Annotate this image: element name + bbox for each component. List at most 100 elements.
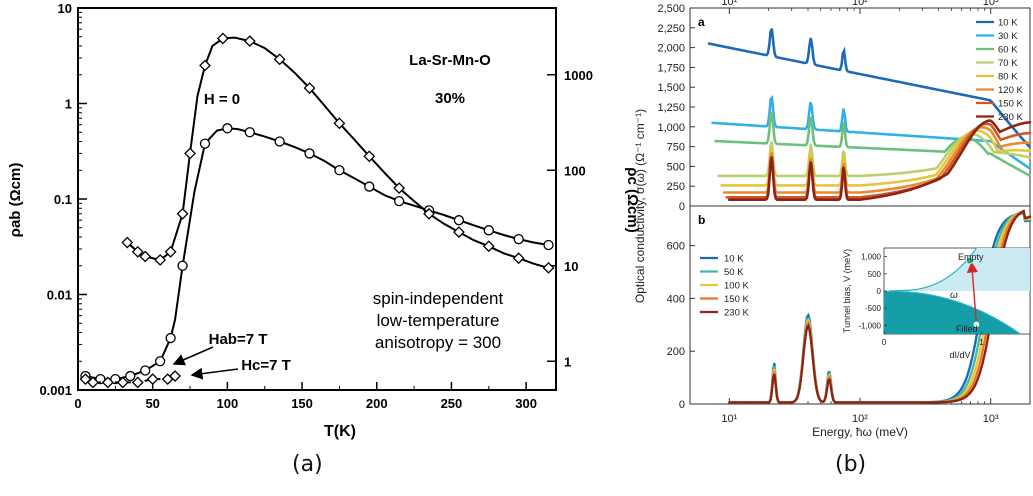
panel-b-bottom-y-tick-label: 400 [667, 293, 685, 305]
panel-b-top-y-tick-label: 250 [667, 181, 685, 193]
field-ab-label: Hab=7 T [209, 331, 268, 348]
panel-a-diamond-marker [303, 82, 316, 95]
panel-b-bottom-legend: 10 K 50 K 100 K 150 K 230 K [700, 254, 749, 319]
panel-a-x-tick-label: 0 [74, 396, 81, 411]
panel-b-top-legend-label: 230 K [998, 112, 1023, 123]
panel-a-diamond-marker [393, 182, 406, 195]
panel-a-y-right-tick-label: 1 [564, 354, 571, 369]
panel-a-diamond-marker [199, 59, 211, 72]
panel-a-y-tick-label: 1 [65, 97, 72, 112]
panel-b-top-y-tick-label: 1,500 [657, 82, 685, 94]
panel-b-top-y-tick-label: 2,250 [657, 23, 685, 35]
panel-b-bottom-legend-label: 150 K [724, 294, 749, 305]
panel-a-circle-marker [483, 225, 494, 236]
panel-b-top-x-tick-label: 10³ [983, 0, 999, 8]
material-label: La-Sr-Mn-O [409, 52, 491, 69]
panel-a-circle-marker [364, 181, 375, 192]
panel-a-diamond-marker [139, 250, 152, 263]
panel-a-diamond-marker [164, 245, 177, 258]
panel-a-ylabel-right: ρc (Ωcm) [624, 167, 641, 233]
panel-a-circle-marker [199, 138, 211, 149]
subpanel-b-label: b [698, 213, 705, 227]
panel-a-diamond-marker [512, 252, 525, 265]
panel-a-circle-marker [394, 195, 405, 207]
panel-b-bottom-y-tick-label: 0 [679, 399, 685, 411]
panel-b-top-series-230-k [728, 119, 1032, 201]
panel-a-circle-marker [165, 332, 176, 344]
panel-a-diamond-marker [423, 207, 435, 220]
panel-a-diamond-marker [146, 373, 159, 386]
panel-a: 0 50 100 150 200 250 300 0.001 0.01 0.1 1 10 1 10 10… [7, 1, 641, 440]
doping-label: 30% [435, 90, 465, 107]
panel-a-diamond-marker [154, 254, 167, 266]
panel-b-top-y-ticks: 0 250 500 750 1,000 1,250 1,500 1,750 2,000 2,250… [657, 3, 695, 213]
panel-a-x-tick-label: 200 [366, 396, 388, 411]
panel-a-ylabel-left: ρab (Ωcm) [7, 163, 24, 238]
inset-y-tick-label: -500 [865, 304, 882, 313]
panel-b-top-series-60-k [714, 108, 1032, 178]
panel-b-top-legend-label: 120 K [998, 85, 1023, 96]
inset-filled-region [884, 291, 1021, 334]
panel-a-diamond-marker [184, 147, 196, 160]
panel-a-diamond-marker [216, 32, 229, 45]
inset-xlabel: dI/dV [949, 350, 970, 360]
inset-filled-label: Filled [956, 324, 978, 334]
panel-a-y-ticks-right: 1 10 100 1000 [547, 68, 593, 369]
panel-b-top-y-tick-label: 500 [667, 161, 685, 173]
subpanel-a-label: a [698, 15, 705, 29]
field-c-label: Hc=7 T [241, 357, 291, 374]
anisotropy-line-3: anisotropy = 300 [375, 333, 501, 352]
inset-transition-arrow [966, 261, 978, 324]
panel-b-bottom-y-ticks: 0 200 400 600 [667, 241, 695, 411]
panel-a-circle-marker [222, 123, 233, 134]
panel-b-top-x-tick-label: 10¹ [721, 0, 737, 8]
panel-b-top-series-70-k [717, 132, 1032, 178]
panel-a-diamond-marker [131, 245, 144, 258]
panel-a-diamond-marker [542, 261, 555, 274]
panel-b-bottom-series [728, 209, 1032, 404]
panel-b-bottom-y-tick-label: 200 [667, 346, 685, 358]
panel-a-x-ticks: 0 50 100 150 200 250 300 [74, 382, 537, 411]
panel-a-diamond-marker [243, 35, 256, 48]
panel-b-top-legend-label: 150 K [998, 99, 1023, 110]
panel-a-y-right-tick-label: 10 [564, 259, 578, 274]
panel-a-diamond-marker [452, 226, 465, 239]
panel-a-diamond-marker [101, 376, 114, 389]
panel-b-bottom-legend-label: 10 K [724, 254, 744, 265]
panel-a-diamond-marker [131, 376, 144, 389]
panel-b-bottom-legend-label: 100 K [724, 281, 749, 292]
panel-a-x-tick-label: 300 [515, 396, 537, 411]
inset-empty-point [966, 257, 974, 265]
panel-a-diamond-marker [363, 150, 376, 163]
field-c-arrow [190, 367, 239, 380]
inset-y-ticks: 1,000 500 0 -500 -1,000 [858, 253, 887, 330]
panel-a-y-ticks: 0.001 0.01 0.1 1 10 [39, 1, 87, 398]
panel-a-circle-marker [125, 370, 136, 382]
panel-b-top-legend-label: 70 K [998, 58, 1018, 69]
panel-b-top-x-ticks: 10¹ 10² 10³ [721, 0, 1031, 14]
panel-b-x-tick-label: 10² [852, 413, 868, 425]
panel-b-top-series-10-k [707, 25, 1032, 149]
panel-b-top-y-tick-label: 0 [679, 201, 685, 213]
panel-a-xlabel: T(K) [324, 423, 356, 440]
panel-a-diamond-marker [169, 370, 182, 382]
panel-b-top-legend-label: 10 K [998, 18, 1018, 29]
panel-a-circle-marker [244, 127, 255, 138]
panel-a-circle-marker [274, 136, 285, 147]
panel-a-circle-marker [513, 233, 524, 245]
inset-filled-point [972, 320, 981, 328]
field-zero-label: H = 0 [204, 91, 240, 108]
inset-omega-label: ω [950, 290, 958, 301]
panel-a-series [79, 32, 555, 389]
inset-ylabel: Tunnel bias, V (meV) [842, 249, 852, 333]
caption-a: (a) [292, 452, 323, 477]
panel-a-diamond-marker [482, 240, 495, 253]
panel-a-y-tick-label: 0.1 [54, 192, 72, 207]
panel-b-xlabel: Energy, ħω (meV) [812, 425, 908, 439]
panel-a-x-tick-label: 50 [145, 396, 159, 411]
panel-a-circle-marker [334, 165, 345, 176]
panel-b-top-legend-label: 30 K [998, 31, 1018, 42]
panel-b-x-tick-label: 10¹ [721, 413, 737, 425]
panel-b-top-y-tick-label: 2,000 [657, 43, 685, 55]
